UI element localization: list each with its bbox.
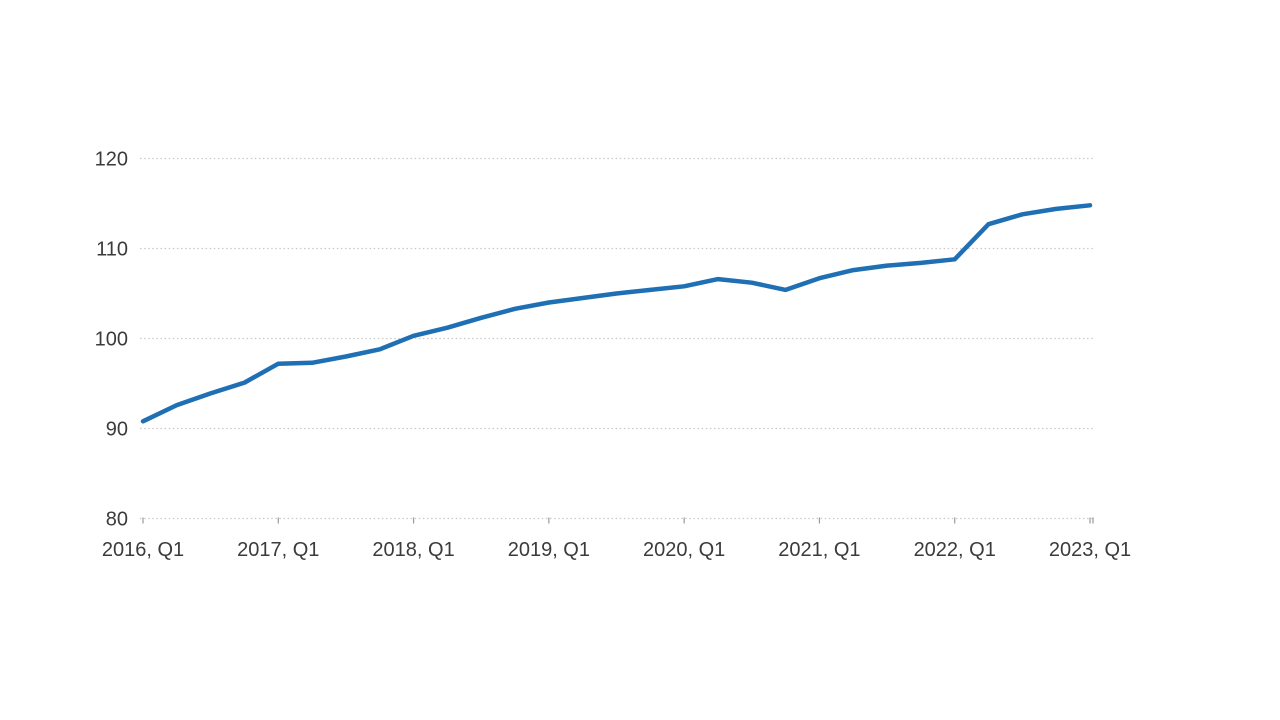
gridlines-group [140, 157, 1093, 520]
x-axis-tick-label: 2020, Q1 [643, 539, 725, 561]
y-axis-tick-label: 100 [95, 329, 128, 351]
x-axis-tick-label: 2023, Q1 [1049, 539, 1131, 561]
x-axis-tick-label: 2022, Q1 [914, 539, 996, 561]
y-axis-tick-label: 120 [95, 149, 128, 171]
y-axis-tick-label: 80 [106, 509, 128, 531]
x-axis-labels-group: 2016, Q1 2017, Q1 2018, Q1 2019, Q1 2020, Q1… [102, 539, 1131, 561]
x-axis-tick-label: 2018, Q1 [372, 539, 454, 561]
x-axis-tick-label: 2017, Q1 [237, 539, 319, 561]
x-axis-tick-label: 2021, Q1 [778, 539, 860, 561]
data-series-group [140, 203, 1093, 424]
y-axis-tick-label: 90 [106, 419, 128, 441]
index-line-series [140, 203, 1093, 424]
x-axis-tick-label: 2019, Q1 [508, 539, 590, 561]
y-axis-labels-group: 80 90 100 110 120 [95, 149, 128, 531]
x-axis-group [142, 517, 1094, 524]
y-axis-tick-label: 110 [96, 239, 128, 261]
x-axis-tick-label: 2016, Q1 [102, 539, 184, 561]
